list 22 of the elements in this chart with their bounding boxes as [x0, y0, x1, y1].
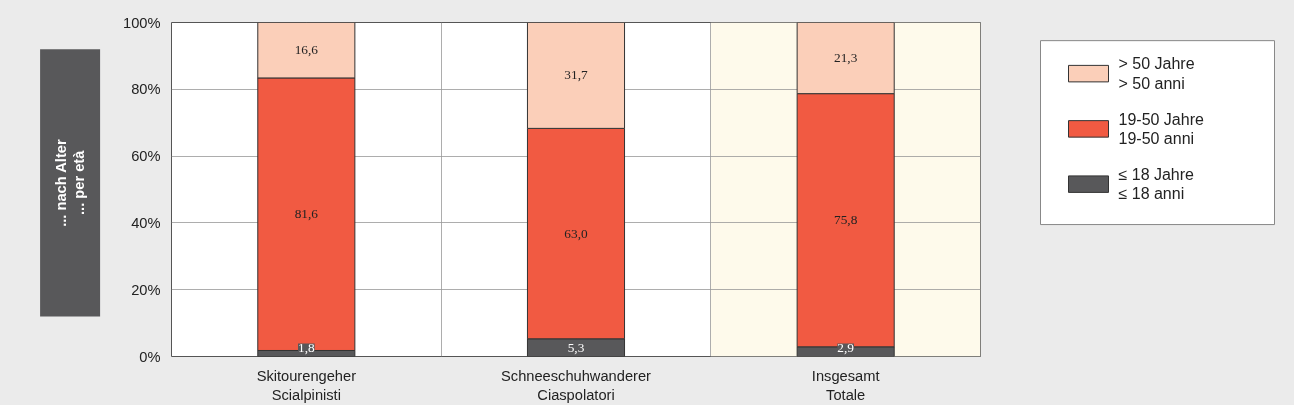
- data-label: 5,3: [567, 339, 585, 355]
- data-label: 81,6: [294, 206, 319, 222]
- y-tick-label: 20%: [131, 281, 161, 298]
- data-label: 63,0: [564, 225, 588, 241]
- data-label: 21,3: [834, 50, 858, 66]
- y-tick-label: 100%: [123, 14, 161, 31]
- legend-label: 19-50 Jahre 19-50 anni: [1118, 110, 1204, 148]
- x-tick-label: Schneeschuhwanderer Ciaspolatori: [501, 367, 652, 403]
- y-tick-label: 0%: [139, 348, 161, 365]
- y-tick-label: 40%: [131, 214, 161, 231]
- y-tick-label: 80%: [131, 81, 161, 98]
- data-label: 2,9: [837, 339, 855, 355]
- x-tick-label: Insgesamt Totale: [811, 367, 880, 403]
- x-tick-label: Skitourengeher Scialpinisti: [256, 367, 357, 403]
- data-label: 1,8: [298, 339, 315, 355]
- data-label: 31,7: [564, 67, 588, 83]
- data-label: 75,8: [834, 212, 858, 228]
- legend-label: > 50 Jahre > 50 anni: [1118, 55, 1195, 92]
- y-axis-title: ... nach Alter ... per età: [53, 139, 87, 227]
- y-tick-label: 60%: [131, 148, 161, 165]
- legend-label: ≤ 18 Jahre ≤ 18 anni: [1118, 165, 1195, 203]
- data-label: 16,6: [294, 42, 319, 58]
